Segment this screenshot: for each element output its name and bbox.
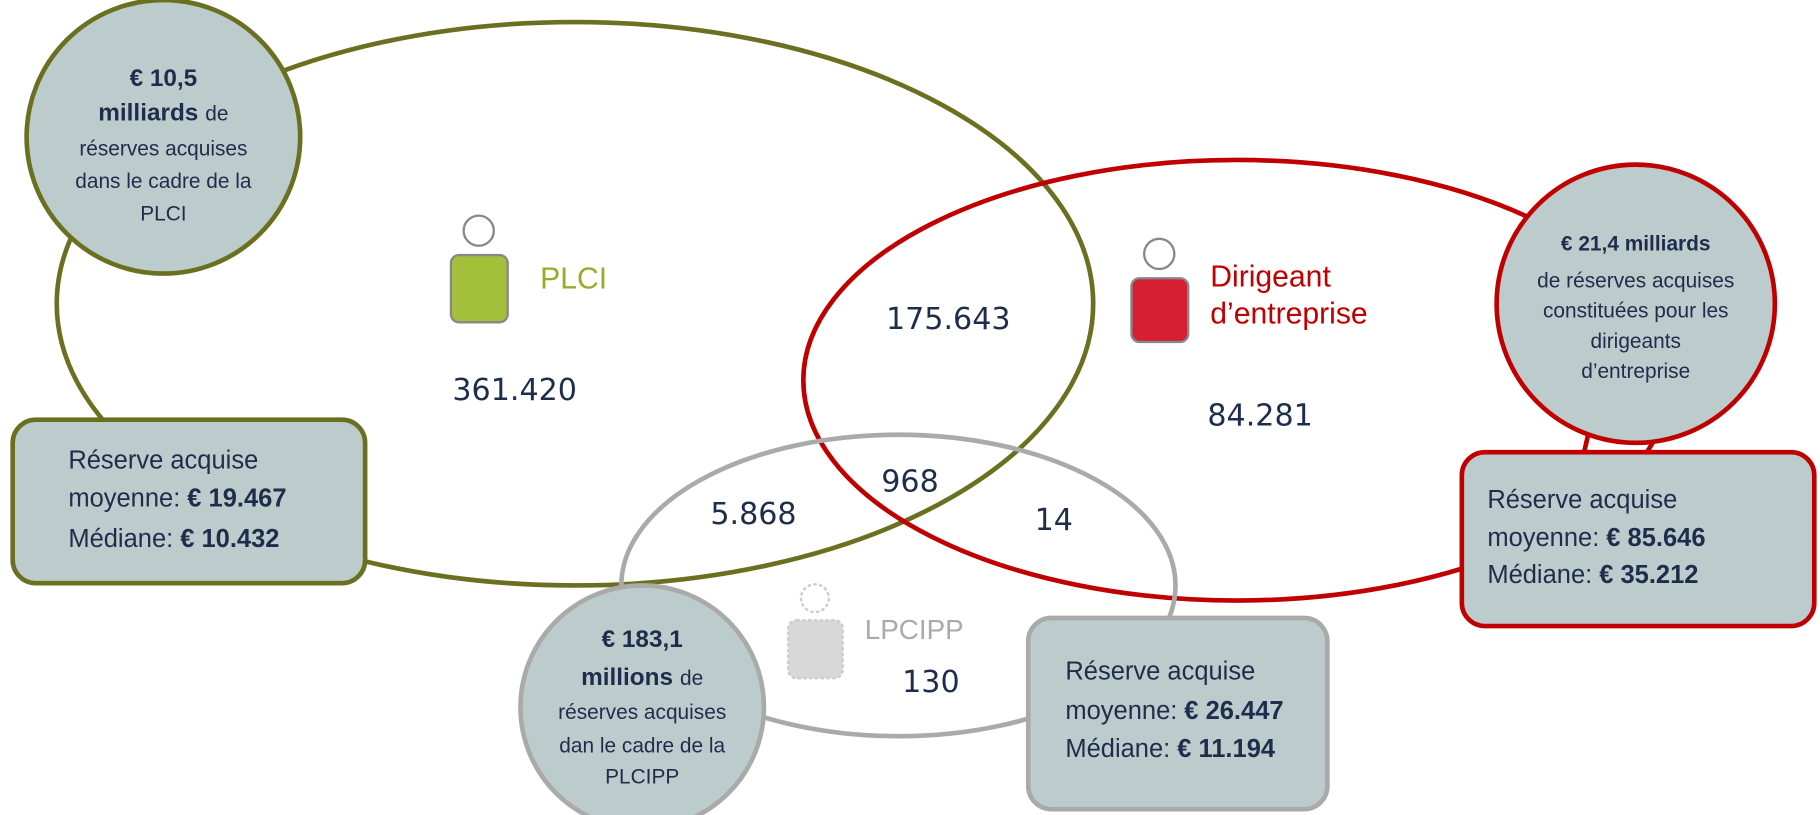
callout-segment: dan le cadre de la xyxy=(559,734,725,757)
value: € 85.646 xyxy=(1606,524,1705,552)
callout-text: de réserves acquises xyxy=(1537,270,1734,293)
callout-segment: réserves acquises xyxy=(79,137,247,160)
callout-segment: € 10,5 xyxy=(130,65,198,92)
box-median: Médiane: € 11.194 xyxy=(1065,735,1276,763)
callout-segment: dans le cadre de la xyxy=(75,170,252,193)
callout-segment: constituées pour les xyxy=(1543,300,1729,323)
value: € 19.467 xyxy=(187,485,286,513)
label: Médiane: xyxy=(68,525,173,553)
callout-segment: € 21,4 milliards xyxy=(1561,232,1711,255)
callout-segment: réserves acquises xyxy=(558,701,726,724)
label: moyenne: xyxy=(1487,524,1599,552)
plci-icon xyxy=(449,214,509,324)
callout-segment: PLCIPP xyxy=(605,766,679,789)
box-mean: moyenne: € 26.447 xyxy=(1065,697,1283,725)
label: moyenne: xyxy=(1065,697,1177,725)
region-count: 361.420 xyxy=(452,373,577,408)
callout-segment: dirigeants xyxy=(1591,330,1681,353)
stat-box xyxy=(1025,615,1330,812)
callout-segment: d’entreprise xyxy=(1581,360,1690,383)
box-mean: moyenne: € 85.646 xyxy=(1487,524,1705,552)
callout-text: € 21,4 milliards xyxy=(1561,232,1711,255)
callout-text: constituées pour les xyxy=(1543,300,1729,323)
region-count: 968 xyxy=(881,465,939,500)
value: € 11.194 xyxy=(1177,735,1276,763)
callout-segment: millions xyxy=(581,664,673,691)
callout-circle xyxy=(1494,162,1778,446)
callout-text: PLCI xyxy=(140,202,186,225)
value: € 35.212 xyxy=(1599,561,1698,589)
callout-text: € 10,5 xyxy=(130,65,198,92)
region-count: 5.868 xyxy=(710,497,796,532)
stat-box xyxy=(10,417,368,586)
callout-circle xyxy=(24,0,303,276)
label: Médiane: xyxy=(1487,561,1592,589)
callout-segment: milliards xyxy=(98,100,198,127)
box-mean: moyenne: € 19.467 xyxy=(68,485,286,513)
callout-text: dans le cadre de la xyxy=(75,170,252,193)
callout-segment: PLCI xyxy=(140,202,186,225)
set-label: LPCIPP xyxy=(865,614,964,645)
stat-box xyxy=(1459,449,1817,629)
set-label: d’entreprise xyxy=(1210,297,1367,330)
callout-text: € 183,1 xyxy=(602,626,683,653)
callout-text: réserves acquises xyxy=(79,137,247,160)
set-label: Dirigeant xyxy=(1210,260,1331,293)
callout-segment: € 183,1 xyxy=(602,626,683,653)
set-label: PLCI xyxy=(540,263,607,296)
value: € 10.432 xyxy=(180,525,279,553)
region-count: 130 xyxy=(902,665,959,700)
label: Médiane: xyxy=(1065,735,1170,763)
callout-segment: de réserves acquises xyxy=(1537,270,1734,293)
callout-segment: de xyxy=(680,667,703,690)
value: € 26.447 xyxy=(1184,697,1283,725)
plci-set xyxy=(54,19,1096,588)
box-title: Réserve acquise xyxy=(68,446,258,474)
lpcipp-icon xyxy=(787,583,844,680)
region-count: 175.643 xyxy=(886,302,1011,337)
callout-text: dirigeants xyxy=(1591,330,1681,353)
box-median: Médiane: € 10.432 xyxy=(68,525,279,553)
box-median: Médiane: € 35.212 xyxy=(1487,561,1698,589)
callout-text: dan le cadre de la xyxy=(559,734,725,757)
callout-text: millions de xyxy=(581,664,703,691)
region-count: 14 xyxy=(1035,503,1073,538)
box-title: Réserve acquise xyxy=(1065,657,1255,685)
region-count: 84.281 xyxy=(1207,398,1312,433)
label: moyenne: xyxy=(68,485,180,513)
dirigeant-icon xyxy=(1130,237,1190,344)
box-title: Réserve acquise xyxy=(1487,486,1677,514)
callout-text: milliards de xyxy=(98,100,228,127)
callout-segment: de xyxy=(205,103,228,126)
callout-circle xyxy=(518,583,767,815)
callout-text: réserves acquises xyxy=(558,701,726,724)
callout-text: PLCIPP xyxy=(605,766,679,789)
callout-text: d’entreprise xyxy=(1581,360,1690,383)
